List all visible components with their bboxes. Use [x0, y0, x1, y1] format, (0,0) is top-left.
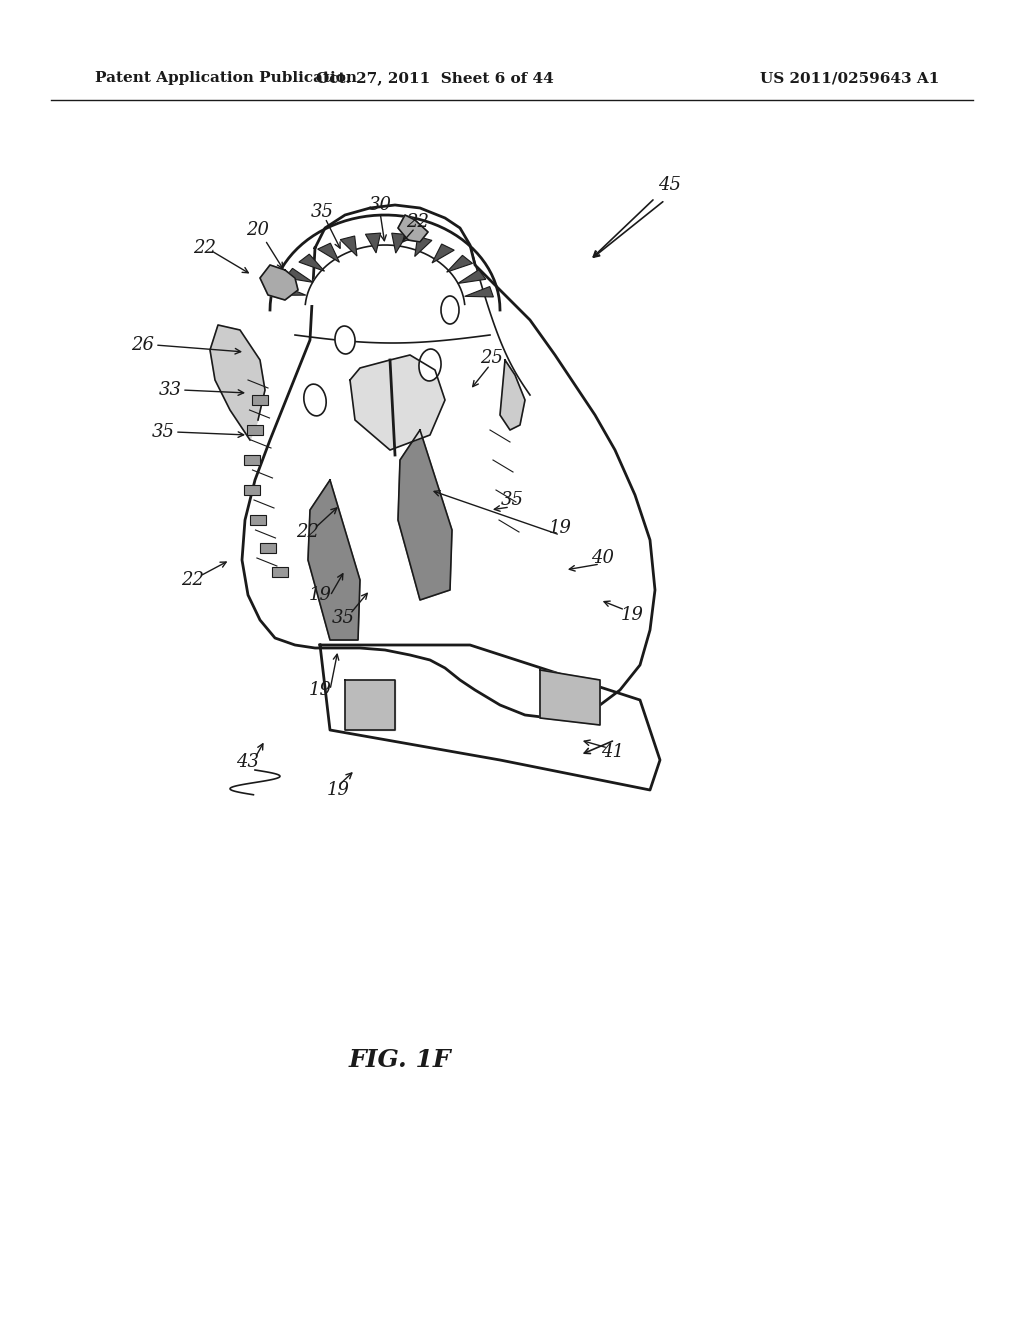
Polygon shape [260, 543, 276, 553]
Text: 22: 22 [407, 213, 429, 231]
Text: 35: 35 [310, 203, 334, 220]
Text: 43: 43 [237, 752, 259, 771]
Text: 19: 19 [308, 681, 332, 700]
Text: 40: 40 [592, 549, 614, 568]
Ellipse shape [419, 348, 441, 381]
Text: 25: 25 [480, 348, 504, 367]
Text: 35: 35 [152, 422, 174, 441]
Text: 19: 19 [308, 586, 332, 605]
Text: 22: 22 [181, 572, 205, 589]
Polygon shape [278, 285, 306, 296]
Polygon shape [415, 236, 432, 256]
Ellipse shape [335, 326, 355, 354]
Polygon shape [465, 286, 494, 297]
Polygon shape [260, 265, 298, 300]
Polygon shape [308, 480, 360, 640]
Polygon shape [366, 234, 381, 253]
Polygon shape [500, 360, 525, 430]
Polygon shape [305, 246, 465, 305]
Polygon shape [398, 430, 452, 601]
Polygon shape [299, 255, 325, 271]
Text: 35: 35 [332, 609, 354, 627]
Polygon shape [244, 455, 260, 465]
Polygon shape [242, 205, 655, 718]
Text: 19: 19 [621, 606, 643, 624]
Polygon shape [340, 236, 357, 256]
Text: Oct. 27, 2011  Sheet 6 of 44: Oct. 27, 2011 Sheet 6 of 44 [316, 71, 554, 84]
Polygon shape [345, 680, 395, 730]
Polygon shape [317, 243, 339, 263]
Polygon shape [540, 671, 600, 725]
Polygon shape [432, 244, 455, 263]
Text: 19: 19 [549, 519, 571, 537]
Polygon shape [350, 355, 445, 450]
Text: 19: 19 [327, 781, 349, 799]
Text: FIG. 1F: FIG. 1F [349, 1048, 452, 1072]
Polygon shape [247, 425, 263, 436]
Text: Patent Application Publication: Patent Application Publication [95, 71, 357, 84]
Ellipse shape [304, 384, 327, 416]
Polygon shape [210, 325, 265, 440]
Polygon shape [285, 268, 313, 282]
Text: 26: 26 [131, 337, 155, 354]
Polygon shape [319, 645, 660, 789]
Polygon shape [250, 515, 266, 525]
Text: 20: 20 [247, 220, 269, 239]
Polygon shape [458, 269, 485, 284]
Text: 22: 22 [297, 523, 319, 541]
Text: 35: 35 [501, 491, 523, 510]
Polygon shape [398, 215, 428, 242]
Polygon shape [244, 484, 260, 495]
Text: 45: 45 [658, 176, 682, 194]
Polygon shape [446, 255, 472, 272]
Text: 22: 22 [194, 239, 216, 257]
Text: US 2011/0259643 A1: US 2011/0259643 A1 [760, 71, 939, 84]
Text: 30: 30 [369, 195, 391, 214]
Text: 33: 33 [159, 381, 181, 399]
Polygon shape [272, 568, 288, 577]
Ellipse shape [441, 296, 459, 323]
Polygon shape [392, 234, 407, 253]
Text: 41: 41 [601, 743, 625, 762]
Polygon shape [252, 395, 268, 405]
